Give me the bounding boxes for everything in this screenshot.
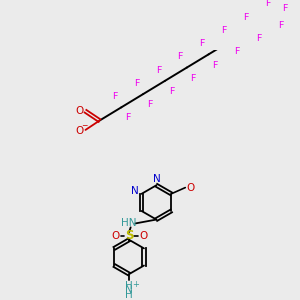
Text: F: F	[147, 100, 152, 109]
Text: F: F	[178, 52, 183, 62]
Text: N: N	[152, 174, 160, 184]
Text: O: O	[75, 106, 83, 116]
Text: F: F	[156, 66, 161, 75]
Text: F: F	[169, 87, 174, 96]
Text: F: F	[234, 47, 240, 56]
Text: +: +	[132, 280, 139, 289]
Text: S: S	[125, 230, 134, 242]
Text: −: −	[82, 122, 88, 130]
Text: F: F	[134, 79, 140, 88]
Text: F: F	[125, 113, 130, 122]
Text: F: F	[200, 39, 205, 48]
Text: N: N	[125, 286, 133, 296]
Text: F: F	[243, 13, 248, 22]
Text: O: O	[111, 231, 119, 241]
Text: O: O	[75, 126, 83, 136]
Text: H: H	[125, 281, 133, 291]
Text: H: H	[125, 290, 133, 300]
Text: F: F	[278, 21, 283, 30]
Text: F: F	[282, 4, 287, 13]
Text: O: O	[139, 231, 147, 241]
Text: F: F	[190, 74, 196, 83]
Text: F: F	[112, 92, 118, 101]
Text: F: F	[256, 34, 261, 43]
Text: O: O	[187, 183, 195, 193]
Text: N: N	[131, 187, 139, 196]
Text: F: F	[221, 26, 226, 35]
Text: F: F	[265, 0, 270, 8]
Text: F: F	[212, 61, 218, 70]
Text: HN: HN	[122, 218, 137, 228]
